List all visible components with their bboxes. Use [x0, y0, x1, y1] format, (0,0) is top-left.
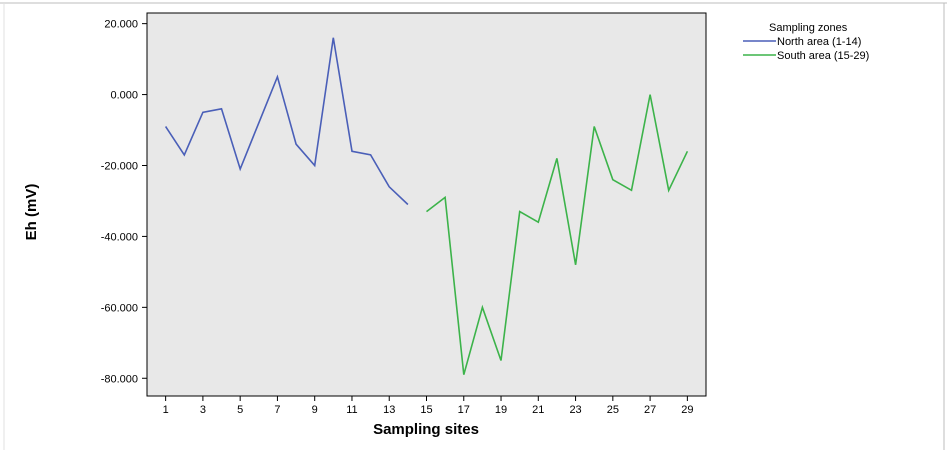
y-tick-label: -20.000 — [101, 160, 138, 172]
x-tick-label: 27 — [644, 404, 656, 416]
x-tick-label: 23 — [569, 404, 581, 416]
legend-label: North area (1-14) — [777, 36, 861, 48]
y-axis: 20.000 0.000 -20.000 -40.000 -60.000 -80.000 — [101, 19, 147, 386]
x-tick-label: 11 — [346, 404, 357, 416]
y-axis-title: Eh (mV) — [23, 184, 40, 241]
y-tick-label: -40.000 — [101, 231, 138, 243]
x-tick-label: 3 — [200, 404, 206, 416]
x-tick-label: 9 — [312, 404, 318, 416]
x-tick-label: 13 — [383, 404, 395, 416]
y-tick-label: 0.000 — [110, 90, 138, 102]
x-tick-label: 25 — [607, 404, 619, 416]
y-tick-label: -80.000 — [101, 373, 138, 385]
legend-title: Sampling zones — [769, 22, 848, 34]
legend: Sampling zones North area (1-14) South ar… — [743, 22, 869, 62]
y-tick-label: -60.000 — [101, 302, 138, 314]
x-tick-label: 29 — [681, 404, 693, 416]
x-tick-label: 1 — [163, 404, 169, 416]
x-tick-label: 19 — [495, 404, 507, 416]
x-tick-label: 15 — [420, 404, 432, 416]
y-tick-label: 20.000 — [104, 19, 138, 31]
x-tick-label: 21 — [532, 404, 544, 416]
x-tick-label: 5 — [237, 404, 243, 416]
legend-label: South area (15-29) — [777, 50, 869, 62]
plot-area — [147, 13, 706, 396]
x-tick-label: 17 — [458, 404, 470, 416]
x-axis-title: Sampling sites — [373, 421, 479, 438]
x-tick-label: 7 — [274, 404, 280, 416]
